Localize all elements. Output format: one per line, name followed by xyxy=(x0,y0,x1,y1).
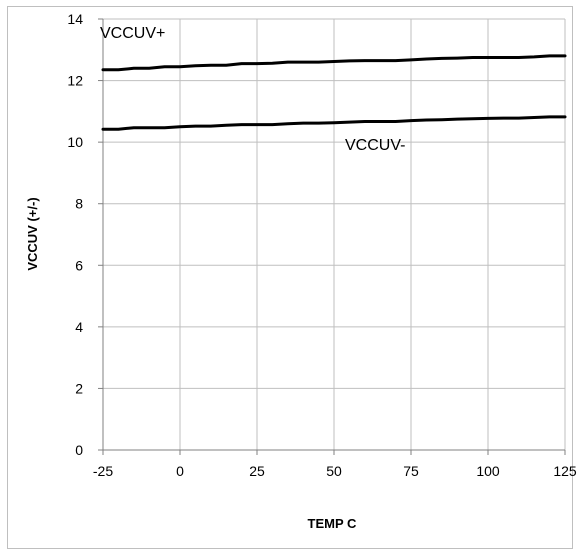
x-tick-label: 75 xyxy=(403,463,419,479)
y-axis-title: VCCUV (+/-) xyxy=(25,197,40,270)
x-tick-label: 50 xyxy=(326,463,342,479)
series-line-vccuv-minus xyxy=(101,115,567,131)
series-labels: VCCUV+ VCCUV- xyxy=(100,25,405,154)
tick-labels: -25 0 25 50 75 100 125 0 2 4 6 8 10 12 14 xyxy=(67,11,576,479)
y-tick-label: 14 xyxy=(67,11,83,27)
chart-frame xyxy=(7,6,573,549)
series-lines xyxy=(101,54,567,131)
series-label-vccuv-plus: VCCUV+ xyxy=(100,25,165,42)
y-tick-label: 4 xyxy=(75,319,83,335)
y-tick-label: 6 xyxy=(75,257,83,273)
x-axis-title: TEMP C xyxy=(308,516,357,531)
y-tick-label: 10 xyxy=(67,134,83,150)
y-tick-label: 2 xyxy=(75,380,83,396)
y-tick-label: 8 xyxy=(75,196,83,212)
x-tick-label: 125 xyxy=(553,463,577,479)
axes xyxy=(98,18,566,455)
x-tick-label: -25 xyxy=(93,463,113,479)
x-tick-label: 25 xyxy=(249,463,265,479)
y-tick-label: 0 xyxy=(75,442,83,458)
series-line-vccuv-plus xyxy=(101,54,567,72)
gridlines xyxy=(102,18,566,451)
series-label-vccuv-minus: VCCUV- xyxy=(345,137,405,154)
y-tick-label: 12 xyxy=(67,73,83,89)
x-tick-label: 0 xyxy=(176,463,184,479)
x-tick-label: 100 xyxy=(476,463,500,479)
